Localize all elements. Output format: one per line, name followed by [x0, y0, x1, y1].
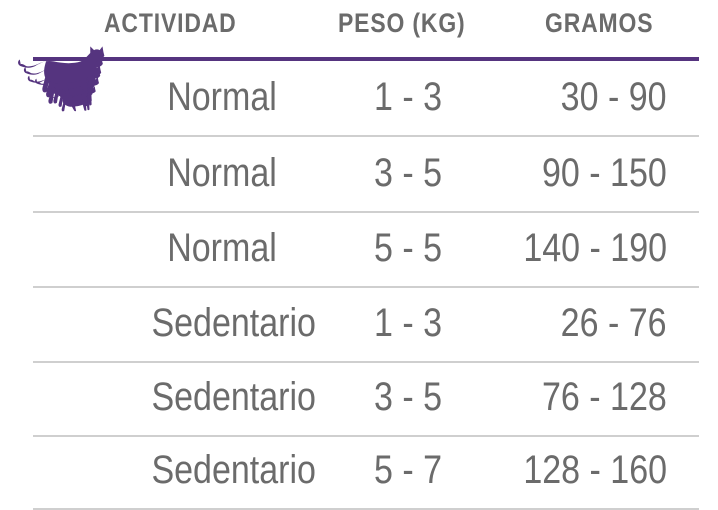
activity-cell: Normal	[167, 75, 277, 119]
header-divider	[33, 57, 699, 61]
table-row: Sedentario 3 - 5 76 - 128	[23, 55, 699, 437]
table-row: Normal 5 - 5 140 - 190	[33, 68, 699, 288]
activity-cell: Normal	[167, 226, 277, 270]
grams-cell: 140 - 190	[523, 226, 667, 270]
weight-cell: 3 - 5	[373, 375, 443, 419]
header-weight: PESO (KG)	[338, 8, 466, 38]
weight-cell: 1 - 3	[373, 75, 443, 119]
header-grams: GRAMOS	[545, 8, 654, 38]
activity-cell: Normal	[167, 151, 277, 195]
grams-cell: 30 - 90	[561, 75, 667, 119]
table-row: Sedentario 1 - 3 26 - 76	[27, 64, 699, 363]
table-row: Normal 3 - 5 90 - 150	[33, 76, 699, 213]
weight-cell: 1 - 3	[373, 301, 443, 345]
grams-cell: 76 - 128	[542, 375, 667, 419]
activity-cell: Sedentario	[151, 301, 316, 345]
cat-icon	[16, 38, 110, 98]
weight-cell: 3 - 5	[373, 151, 443, 195]
table-row: Normal 1 - 3 30 - 90	[33, 61, 699, 137]
header-activity: ACTIVIDAD	[104, 8, 237, 38]
weight-cell: 5 - 7	[373, 448, 443, 492]
grams-cell: 26 - 76	[561, 301, 667, 345]
grams-cell: 90 - 150	[542, 151, 667, 195]
activity-cell: Sedentario	[151, 375, 316, 419]
table-row: Sedentario 5 - 7 128 - 160	[18, 46, 699, 510]
weight-cell: 5 - 5	[373, 226, 443, 270]
activity-cell: Sedentario	[151, 448, 316, 492]
grams-cell: 128 - 160	[523, 448, 667, 492]
